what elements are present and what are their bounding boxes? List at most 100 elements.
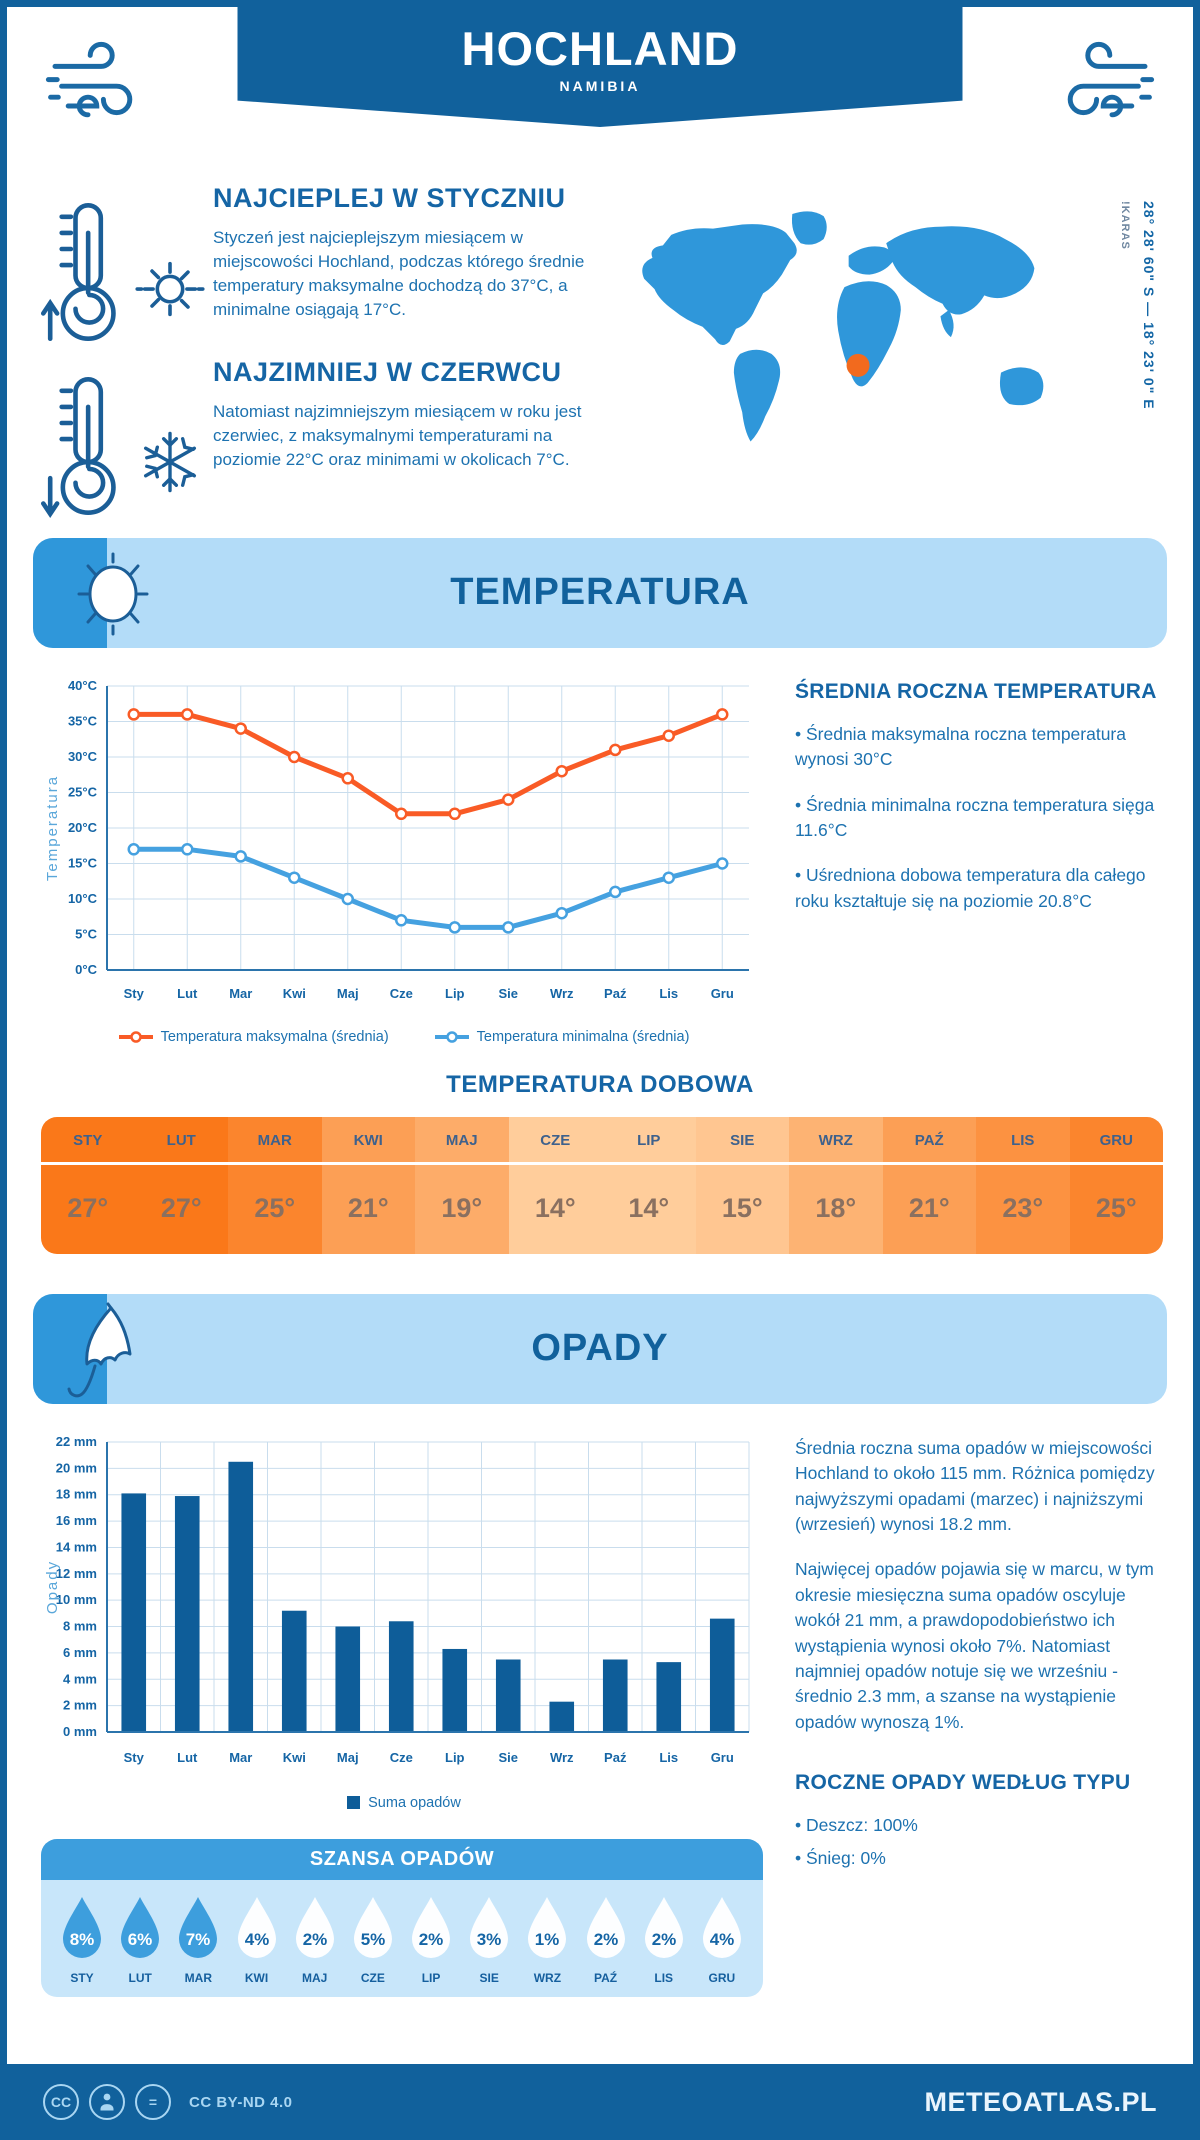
svg-text:2%: 2% xyxy=(593,1930,618,1949)
svg-text:1%: 1% xyxy=(535,1930,560,1949)
precip-chance-box: SZANSA OPADÓW 8% STY 6% LUT 7% MAR 4% KWI 2% MAJ 5… xyxy=(41,1838,763,1997)
svg-text:Paź: Paź xyxy=(604,986,627,1001)
svg-text:35°C: 35°C xyxy=(68,713,98,728)
month-label: MAR xyxy=(228,1117,322,1165)
droplet-icon: 4% xyxy=(237,1896,276,1958)
precip-chance-title: SZANSA OPADÓW xyxy=(41,1838,763,1880)
precipitation-section-title: OPADY xyxy=(531,1327,669,1370)
drop-month-label: CZE xyxy=(360,1970,385,1985)
daily-temp-cell: CZE 14° xyxy=(508,1116,602,1254)
precip-chance-item: 5% CZE xyxy=(346,1894,400,1985)
precip-chance-item: 2% LIS xyxy=(637,1894,691,1985)
svg-text:15°C: 15°C xyxy=(68,855,98,870)
month-label: LUT xyxy=(134,1117,228,1165)
precip-chance-item: 8% STY xyxy=(55,1894,109,1985)
droplet-icon: 4% xyxy=(702,1896,741,1958)
svg-text:22 mm: 22 mm xyxy=(56,1434,97,1449)
drop-month-label: WRZ xyxy=(533,1970,562,1985)
brand-logo: METEOATLAS.PL xyxy=(924,2086,1157,2117)
header: HOCHLAND NAMIBIA xyxy=(7,7,1193,157)
daily-temp-cell: WRZ 18° xyxy=(789,1116,883,1254)
world-map xyxy=(642,211,1044,442)
svg-text:Sie: Sie xyxy=(498,986,518,1001)
page-title: HOCHLAND xyxy=(461,22,739,75)
drop-month-label: SIE xyxy=(479,1970,499,1985)
temp-value: 27° xyxy=(160,1192,202,1223)
precipitation-text: Średnia roczna suma opadów w miejscowośc… xyxy=(767,1428,1163,1997)
precip-chance-item: 7% MAR xyxy=(171,1894,225,1985)
temp-value: 18° xyxy=(815,1192,857,1223)
drop-month-label: MAJ xyxy=(302,1970,328,1985)
temp-value: 14° xyxy=(628,1192,670,1223)
svg-text:40°C: 40°C xyxy=(68,678,98,693)
month-label: LIS xyxy=(976,1117,1070,1165)
coldest-month-block: NAJZIMNIEJ W CZERWCU Natomiast najzimnie… xyxy=(41,357,617,518)
month-label: LIP xyxy=(602,1117,696,1165)
drop-month-label: STY xyxy=(70,1970,94,1985)
svg-text:Lip: Lip xyxy=(445,1750,465,1765)
svg-text:Lip: Lip xyxy=(445,986,465,1001)
svg-text:Sty: Sty xyxy=(124,986,145,1001)
temp-value: 25° xyxy=(1095,1192,1137,1223)
droplet-icon: 2% xyxy=(412,1896,451,1958)
sun-icon xyxy=(135,261,205,317)
daily-temperature-block: TEMPERATURA DOBOWA STY 27° LUT 27° MAR 25° KWI… xyxy=(7,1071,1193,1254)
svg-text:Sty: Sty xyxy=(124,1750,145,1765)
drop-month-label: KWI xyxy=(244,1970,269,1985)
svg-text:2%: 2% xyxy=(302,1930,327,1949)
droplet-icon: 5% xyxy=(353,1896,392,1958)
annual-temp-bullet: • Uśredniona dobowa temperatura dla całe… xyxy=(795,865,1146,911)
wind-icon xyxy=(45,41,133,118)
temperature-section-title: TEMPERATURA xyxy=(450,571,750,614)
droplet-icon: 2% xyxy=(295,1896,334,1958)
svg-text:2 mm: 2 mm xyxy=(63,1698,97,1713)
cc-icon: CC xyxy=(43,2084,79,2120)
temp-value: 23° xyxy=(1002,1192,1044,1223)
annual-temp-bullet: • Średnia maksymalna roczna temperatura … xyxy=(795,723,1126,770)
daily-temp-cell: LIS 23° xyxy=(976,1116,1070,1254)
svg-text:Kwi: Kwi xyxy=(283,1750,306,1765)
daily-temp-cell: PAŹ 21° xyxy=(882,1116,976,1254)
footer: CC = CC BY-ND 4.0 METEOATLAS.PL xyxy=(7,2064,1193,2140)
legend-precip-label: Suma opadów xyxy=(368,1794,461,1811)
precip-chance-item: 1% WRZ xyxy=(520,1894,574,1985)
month-label: KWI xyxy=(321,1117,415,1165)
svg-text:3%: 3% xyxy=(477,1930,502,1949)
svg-text:Maj: Maj xyxy=(337,986,359,1001)
bar-swatch-icon xyxy=(347,1796,361,1810)
daily-temp-cell: KWI 21° xyxy=(321,1116,415,1254)
svg-text:16 mm: 16 mm xyxy=(56,1513,97,1528)
svg-text:10°C: 10°C xyxy=(68,891,98,906)
month-label: WRZ xyxy=(789,1117,883,1165)
svg-text:6%: 6% xyxy=(128,1930,153,1949)
page-subtitle: NAMIBIA xyxy=(559,78,641,94)
svg-text:2%: 2% xyxy=(651,1930,676,1949)
annual-temperature-text: ŚREDNIA ROCZNA TEMPERATURA • Średnia mak… xyxy=(767,672,1163,1045)
svg-text:25°C: 25°C xyxy=(68,784,98,799)
svg-text:Lis: Lis xyxy=(659,986,678,1001)
svg-text:Maj: Maj xyxy=(337,1750,359,1765)
precip-type-bullet: • Śnieg: 0% xyxy=(795,1848,886,1869)
month-label: MAJ xyxy=(415,1117,509,1165)
title-ribbon: HOCHLAND NAMIBIA xyxy=(237,7,963,127)
thermometer-up-icon xyxy=(41,203,116,341)
temperature-banner: TEMPERATURA xyxy=(33,537,1167,648)
drop-month-label: PAŹ xyxy=(593,1970,618,1985)
svg-text:18 mm: 18 mm xyxy=(56,1487,97,1502)
month-label: PAŹ xyxy=(882,1117,976,1165)
drop-month-label: LIS xyxy=(654,1970,674,1985)
precipitation-section: 0 mm 2 mm 4 mm 6 mm 8 mm 10 mm 12 mm 14 mm 16 mm… xyxy=(7,1404,1193,1997)
daily-temp-cell: LUT 27° xyxy=(134,1116,228,1254)
svg-text:Wrz: Wrz xyxy=(550,1750,574,1765)
svg-text:20°C: 20°C xyxy=(68,820,98,835)
legend-min-temp: Temperatura minimalna (średnia) xyxy=(434,1028,690,1045)
svg-text:Lis: Lis xyxy=(659,1750,678,1765)
svg-text:0 mm: 0 mm xyxy=(63,1724,97,1739)
thermometer-down-icon xyxy=(41,376,116,518)
drop-month-label: LUT xyxy=(128,1970,152,1985)
legend-min-label: Temperatura minimalna (średnia) xyxy=(476,1028,690,1045)
svg-text:Cze: Cze xyxy=(390,986,413,1001)
svg-text:4%: 4% xyxy=(244,1930,269,1949)
warmest-heading: NAJCIEPLEJ W STYCZNIU xyxy=(213,183,566,213)
